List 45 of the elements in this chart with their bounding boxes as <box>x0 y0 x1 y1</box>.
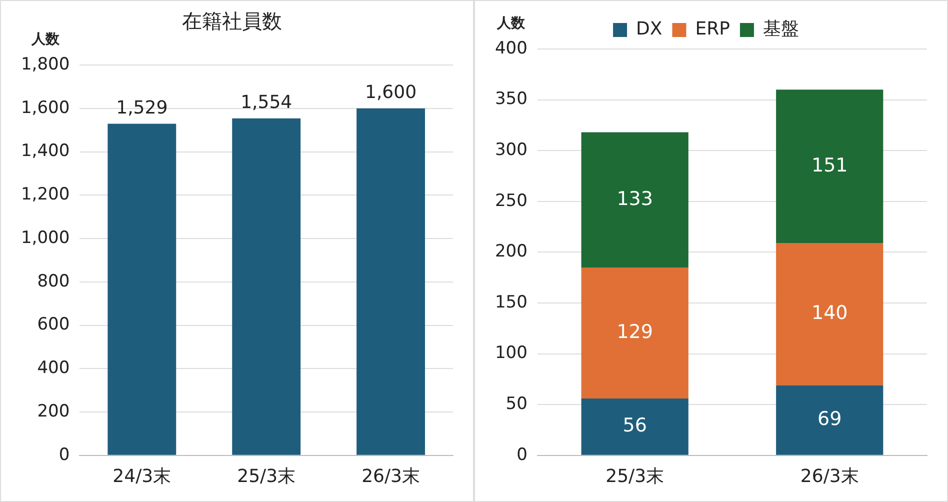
x-tick-label: 24/3末 <box>112 466 172 487</box>
data-label: 151 <box>811 154 848 176</box>
y-tick-label: 1,200 <box>20 184 70 205</box>
y-tick-label: 800 <box>37 271 70 292</box>
data-label: 1,529 <box>116 97 168 118</box>
chart-title: 在籍社員数 <box>182 9 282 34</box>
y-tick-label: 400 <box>37 358 70 378</box>
data-label: 129 <box>616 320 653 343</box>
y-tick-label: 600 <box>37 314 70 335</box>
legend-label: DX <box>636 18 662 40</box>
y-tick-label: 1,000 <box>20 228 70 248</box>
y-tick-label: 50 <box>506 394 528 414</box>
bar <box>581 267 688 399</box>
bar <box>581 132 688 268</box>
data-label: 69 <box>818 408 842 430</box>
y-tick-label: 200 <box>494 242 528 262</box>
data-label: 140 <box>811 302 848 324</box>
bar <box>776 90 884 244</box>
x-tick-label: 25/3末 <box>606 466 664 487</box>
legend-label: ERP <box>695 18 730 40</box>
y-tick-label: 100 <box>494 343 528 364</box>
y-axis-title: 人数 <box>30 32 60 48</box>
legend-label: 基盤 <box>762 18 799 40</box>
data-label: 56 <box>622 414 647 437</box>
x-tick-label: 25/3末 <box>237 466 296 487</box>
y-axis-title: 人数 <box>496 16 526 32</box>
x-tick-label: 26/3末 <box>800 466 859 487</box>
data-label: 133 <box>616 188 653 210</box>
y-tick-label: 350 <box>494 89 528 110</box>
y-tick-label: 0 <box>516 444 528 465</box>
y-tick-label: 300 <box>494 140 528 160</box>
y-tick-label: 250 <box>494 190 528 211</box>
y-tick-label: 400 <box>494 38 528 58</box>
data-label: 1,600 <box>365 82 417 104</box>
y-tick-label: 1,400 <box>20 141 70 162</box>
y-tick-label: 0 <box>58 444 70 465</box>
bar <box>776 243 884 386</box>
data-label: 1,554 <box>240 92 292 114</box>
bar <box>581 398 688 455</box>
x-tick-label: 26/3末 <box>362 466 420 487</box>
bar <box>776 385 884 455</box>
y-tick-label: 200 <box>37 401 70 422</box>
y-tick-label: 150 <box>494 292 528 312</box>
y-tick-label: 1,800 <box>20 54 70 74</box>
y-tick-label: 1,600 <box>20 98 70 118</box>
